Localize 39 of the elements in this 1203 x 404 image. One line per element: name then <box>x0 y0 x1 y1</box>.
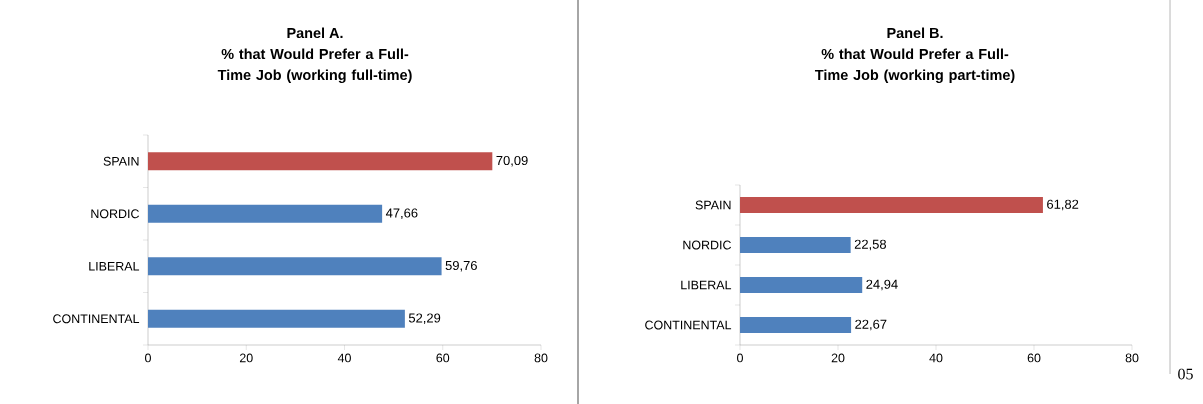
x-tick-label: 0 <box>145 353 151 363</box>
x-tick-label: 80 <box>1125 353 1139 363</box>
data-label: 52,29 <box>408 313 441 325</box>
x-tick-label: 20 <box>831 353 845 363</box>
data-label: 47,66 <box>385 208 418 220</box>
x-tick-label: 20 <box>239 353 253 363</box>
data-label: 22,58 <box>854 239 887 251</box>
bar <box>740 197 1043 213</box>
bar <box>740 317 852 333</box>
chart-title: Panel B. <box>887 27 943 39</box>
y-tick-label: CONTINENTAL <box>53 314 140 324</box>
x-tick-label: 0 <box>737 353 743 363</box>
y-tick-label: CONTINENTAL <box>645 320 732 330</box>
y-tick-label: LIBERAL <box>681 280 732 290</box>
x-tick-label: 60 <box>436 353 450 363</box>
y-tick-label: NORDIC <box>91 209 139 219</box>
bar <box>740 277 863 293</box>
x-tick-label: 40 <box>929 353 943 363</box>
chart-subtitle: % that Would Prefer a Full-Time Job (working part-time) <box>814 48 1015 83</box>
bar <box>148 152 493 171</box>
data-label: 61,82 <box>1047 199 1079 211</box>
chart-subtitle: % that Would Prefer a Full-Time Job (working full-time) <box>217 48 412 83</box>
bar <box>148 257 442 276</box>
y-tick-label: SPAIN <box>103 156 139 166</box>
data-label: 24,94 <box>866 279 898 291</box>
y-tick-label: NORDIC <box>683 240 732 250</box>
bar <box>148 309 405 328</box>
bar <box>740 237 851 253</box>
x-tick-label: 60 <box>1027 353 1041 363</box>
text: 05 <box>1178 368 1193 380</box>
y-tick-label: LIBERAL <box>89 261 140 271</box>
chart-title: Panel A. <box>287 27 343 39</box>
data-label: 70,09 <box>496 155 528 167</box>
x-tick-label: 80 <box>534 353 548 363</box>
data-label: 59,76 <box>445 260 477 272</box>
bar <box>148 204 383 223</box>
data-label: 22,67 <box>855 319 887 331</box>
x-tick-label: 40 <box>337 353 351 363</box>
y-tick-label: SPAIN <box>695 200 731 210</box>
